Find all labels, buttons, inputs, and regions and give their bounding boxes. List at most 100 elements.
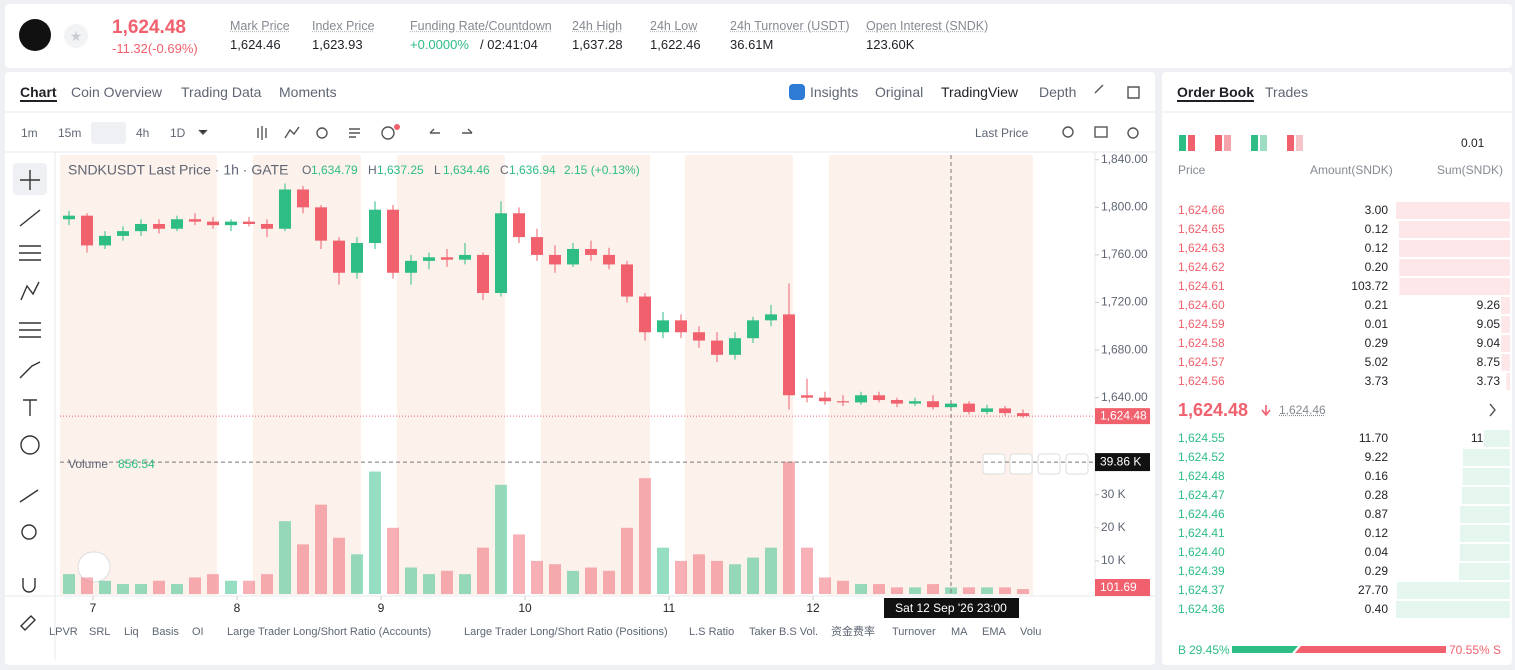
stat-label: Funding Rate/Countdown xyxy=(410,19,552,33)
stat-value: 1,637.28 xyxy=(572,37,623,52)
volume-bar xyxy=(99,580,111,594)
ob-mark: 1,624.46 xyxy=(1279,403,1326,417)
indicator: OI xyxy=(192,626,204,638)
candle-body xyxy=(135,223,147,232)
x-tick-label: 7 xyxy=(90,601,97,615)
ob-price: 1,624.41 xyxy=(1178,526,1225,540)
ob-tab[interactable]: Order Book xyxy=(1177,84,1255,102)
volume-bar xyxy=(495,484,507,594)
indicator: MA xyxy=(951,626,968,638)
ob-price: 1,624.65 xyxy=(1178,222,1225,236)
volume-bar xyxy=(387,527,399,594)
volume-bar xyxy=(765,547,777,594)
price-type[interactable]: Last Price xyxy=(975,126,1029,140)
ob-amount: 0.87 xyxy=(1364,507,1388,521)
depth-bar xyxy=(1462,487,1510,504)
depth-bar xyxy=(1396,582,1510,599)
candle-body xyxy=(585,248,597,255)
stat-label: 24h Turnover (USDT) xyxy=(730,19,850,33)
crosshair-tools[interactable] xyxy=(982,453,1089,475)
volume-bar xyxy=(81,577,93,594)
ob-sum: 9.04 xyxy=(1476,336,1500,350)
precision[interactable]: 0.01 xyxy=(1461,136,1485,150)
volume-bar xyxy=(801,547,813,594)
interval[interactable]: 1D xyxy=(170,126,186,140)
candle-body xyxy=(765,314,777,321)
indicator: LPVR xyxy=(49,626,78,638)
volume-bar xyxy=(675,560,687,594)
stat-value: 1,624.46 xyxy=(230,37,281,52)
stat-label: Open Interest (SNDK) xyxy=(866,19,989,33)
candle-body xyxy=(891,400,903,404)
candle-body xyxy=(351,243,363,273)
candle-body xyxy=(405,260,417,273)
session-bands xyxy=(60,155,1033,595)
depth-bar xyxy=(1463,449,1510,466)
ob-price: 1,624.58 xyxy=(1178,336,1225,350)
ob-price: 1,624.52 xyxy=(1178,450,1225,464)
tab[interactable]: TradingView xyxy=(941,84,1019,100)
candle-body xyxy=(549,254,561,265)
indicator: Turnover xyxy=(892,626,936,638)
tab[interactable]: Depth xyxy=(1039,84,1077,100)
stat-extra: / 02:41:04 xyxy=(480,37,538,52)
favorite-star[interactable]: ★ xyxy=(64,24,88,48)
volume-bar xyxy=(513,534,525,594)
stat-value: 1,623.93 xyxy=(312,37,363,52)
candle-body xyxy=(99,235,111,246)
depth-bar xyxy=(1398,221,1510,238)
candle-body xyxy=(873,395,885,401)
depth-bar xyxy=(1396,601,1510,618)
tab[interactable]: Trading Data xyxy=(181,84,262,100)
price-change: -11.32(-0.69%) xyxy=(112,41,198,56)
toolbar-icons[interactable] xyxy=(198,84,1140,140)
stat-label: Index Price xyxy=(312,19,375,33)
candle-body xyxy=(909,401,921,404)
down-arrow xyxy=(1261,405,1271,417)
candle-body xyxy=(675,320,687,333)
ob-price: 1,624.39 xyxy=(1178,564,1225,578)
layout-icon xyxy=(1224,135,1231,151)
ob-amount: 0.20 xyxy=(1364,260,1388,274)
ob-amount: 0.01 xyxy=(1364,317,1388,331)
volume-bar xyxy=(999,587,1011,594)
volume-bar xyxy=(909,587,921,594)
volume-bar xyxy=(693,554,705,594)
volume-bar xyxy=(549,564,561,594)
interval[interactable]: 15m xyxy=(58,126,82,140)
ob-amount: 0.29 xyxy=(1364,564,1388,578)
ob-column: Price xyxy=(1178,163,1206,177)
ob-amount: 9.22 xyxy=(1364,450,1388,464)
ob-price: 1,624.48 xyxy=(1178,469,1225,483)
candle-body xyxy=(531,237,543,255)
volume-tag-label: 101.69 xyxy=(1100,580,1137,594)
volume-bar xyxy=(243,580,255,594)
volume-bar xyxy=(981,587,993,594)
ob-amount: 0.21 xyxy=(1364,298,1388,312)
depth-bar xyxy=(1459,525,1510,542)
volume-bar xyxy=(531,560,543,594)
y-tick-label: 20 K xyxy=(1101,520,1126,534)
y-tick-label: 1,800.00 xyxy=(1101,200,1148,214)
candle-body xyxy=(459,254,471,260)
tab[interactable]: Moments xyxy=(279,84,337,100)
tab[interactable]: Insights xyxy=(810,84,859,100)
volume-bar xyxy=(189,577,201,594)
stat-label: Mark Price xyxy=(230,19,290,33)
tab[interactable]: Original xyxy=(875,84,924,100)
depth-bar xyxy=(1459,544,1510,561)
ob-amount: 0.12 xyxy=(1364,241,1388,255)
volume-bar xyxy=(315,504,327,594)
depth-bar xyxy=(1501,316,1510,333)
volume-bar xyxy=(819,577,831,594)
drawing-tools[interactable] xyxy=(13,163,47,631)
interval-active xyxy=(91,122,126,144)
ob-tab[interactable]: Trades xyxy=(1265,84,1309,100)
ob-amount: 3.00 xyxy=(1364,203,1388,217)
tab[interactable]: Chart xyxy=(20,84,57,102)
interval[interactable]: 1m xyxy=(21,126,38,140)
tab[interactable]: Coin Overview xyxy=(71,84,163,100)
interval[interactable]: 4h xyxy=(136,126,150,140)
x-tick-label: 12 xyxy=(806,601,820,615)
candle-body xyxy=(207,221,219,226)
